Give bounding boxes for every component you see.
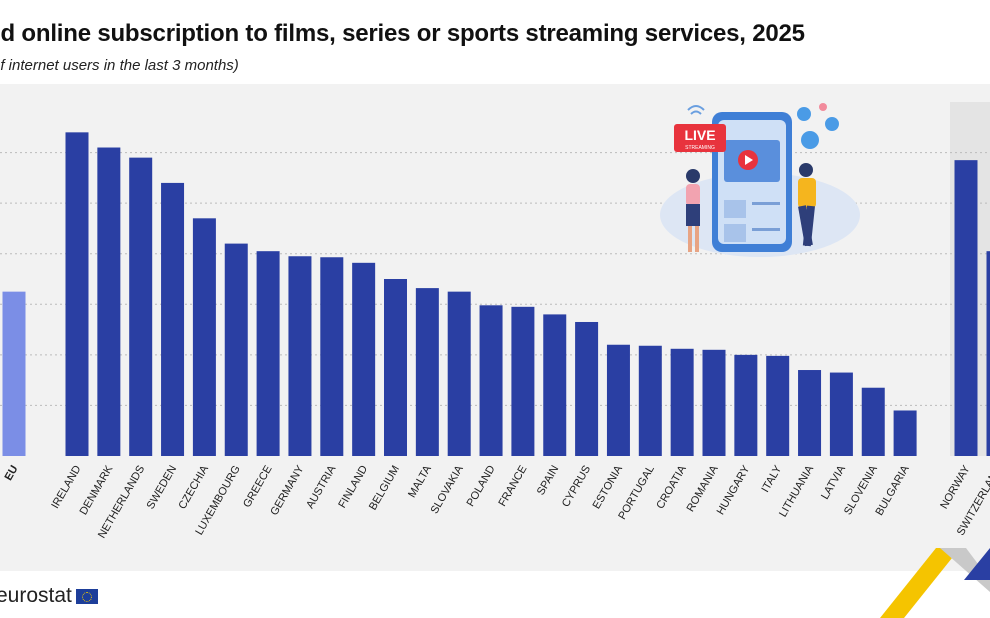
bar-greece (256, 251, 280, 456)
tick-label-malta: MALTA (406, 463, 434, 500)
bar-norway (954, 160, 978, 456)
tick-label-poland: POLAND (465, 463, 498, 508)
bar-romania (702, 349, 726, 456)
tick-label-belgium: BELGIUM (367, 464, 402, 513)
tick-label-eu: EU (3, 463, 21, 482)
bar-switzerland (986, 251, 990, 456)
plot-area: EU IRELAND DENMARK NETHERLANDS SWEDEN CZECHIA… (0, 84, 990, 571)
bar-luxembourg (224, 243, 248, 456)
tick-label-cyprus: CYPRUS (560, 464, 593, 510)
bar-bulgaria (893, 410, 917, 456)
tick-label-sweden: SWEDEN (145, 463, 180, 511)
bar-netherlands (129, 157, 153, 456)
bar-estonia (606, 344, 630, 456)
tick-label-estonia: ESTONIA (591, 463, 626, 511)
tick-label-romania: ROMANIA (685, 463, 721, 514)
eurostat-logo-text: eurostat (0, 584, 72, 607)
live-badge-sub: STREAMING (685, 145, 715, 151)
tick-label-bulgaria: BULGARIA (873, 463, 912, 518)
bar-eu (2, 291, 26, 456)
chart-title: id online subscription to films, series … (0, 20, 805, 47)
bar-italy (766, 355, 790, 456)
tick-label-italy: ITALY (759, 463, 784, 495)
bar-cyprus (575, 321, 599, 456)
bar-chart: EU IRELANDDENMARKNETHERLANDSSWEDENCZECHIA… (0, 102, 990, 541)
chart-subtitle: of internet users in the last 3 months) (0, 57, 239, 74)
live-badge: LIVE (684, 127, 715, 143)
tick-labels: EU IRELANDDENMARKNETHERLANDSSWEDENCZECHIA… (3, 463, 990, 541)
bar-finland (352, 262, 376, 456)
bar-spain (543, 314, 567, 456)
tick-label-czechia: CZECHIA (176, 463, 211, 511)
tick-label-slovakia: SLOVAKIA (429, 463, 467, 516)
bars (2, 132, 990, 456)
tick-label-hungary: HUNGARY (715, 463, 753, 517)
bar-austria (320, 257, 344, 456)
bar-czechia (192, 218, 216, 456)
bar-denmark (97, 147, 121, 456)
tick-label-austria: AUSTRIA (304, 463, 339, 511)
bar-germany (288, 256, 312, 456)
bar-lithuania (798, 370, 822, 456)
bar-malta (415, 288, 439, 456)
tick-label-latvia: LATVIA (819, 463, 848, 502)
bar-croatia (670, 348, 694, 456)
tick-label-norway: NORWAY (938, 463, 973, 511)
bar-latvia (829, 372, 853, 456)
eurostat-logo: eurostat (0, 584, 98, 608)
eu-flag-icon (75, 588, 98, 604)
tick-label-france: FRANCE (496, 464, 529, 509)
tick-label-croatia: CROATIA (654, 463, 689, 511)
bar-sweden (161, 182, 185, 456)
bar-slovakia (447, 291, 471, 456)
bar-france (511, 306, 535, 456)
tick-label-greece: GREECE (241, 464, 275, 510)
bar-slovenia (861, 387, 885, 456)
bar-ireland (65, 132, 89, 456)
tick-label-ireland: IRELAND (49, 463, 83, 510)
tick-label-finland: FINLAND (336, 463, 370, 510)
bar-belgium (384, 279, 407, 456)
bar-portugal (638, 345, 662, 456)
tick-label-germany: GERMANY (268, 463, 307, 518)
bar-poland (479, 305, 503, 456)
bar-hungary (734, 354, 758, 456)
corner-decoration (880, 548, 990, 618)
streaming-illustration: LIVE STREAMING (660, 103, 860, 257)
tick-label-spain: SPAIN (535, 463, 562, 497)
